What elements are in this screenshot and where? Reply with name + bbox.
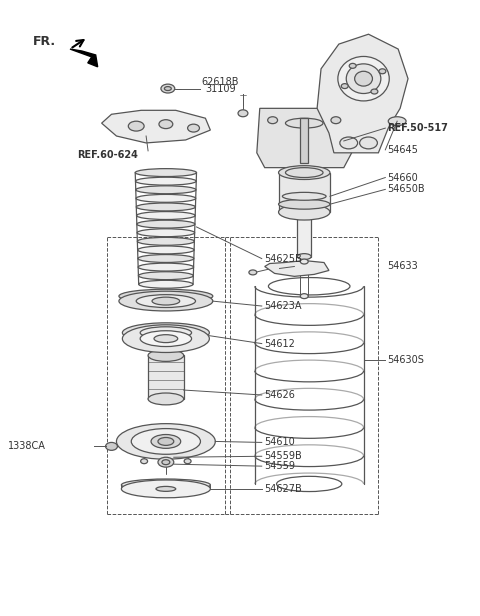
Ellipse shape (136, 186, 196, 193)
Text: 54612: 54612 (264, 339, 295, 349)
Ellipse shape (268, 117, 277, 124)
Ellipse shape (140, 331, 192, 347)
Text: 31109: 31109 (205, 84, 236, 94)
Ellipse shape (188, 124, 200, 132)
Ellipse shape (249, 270, 257, 275)
Ellipse shape (138, 254, 194, 262)
Ellipse shape (286, 168, 323, 177)
Text: REF.50-517: REF.50-517 (387, 123, 448, 133)
Ellipse shape (340, 137, 358, 149)
Ellipse shape (154, 334, 178, 342)
Ellipse shape (360, 137, 377, 149)
Text: 62618B: 62618B (202, 76, 239, 87)
Bar (297, 202, 311, 257)
Ellipse shape (148, 393, 184, 405)
Ellipse shape (278, 205, 330, 220)
Ellipse shape (138, 246, 194, 254)
Ellipse shape (297, 199, 311, 205)
Text: FR.: FR. (33, 34, 56, 47)
Polygon shape (317, 34, 408, 153)
Text: 54650B: 54650B (387, 184, 425, 195)
Ellipse shape (122, 323, 209, 342)
Ellipse shape (286, 118, 323, 128)
Ellipse shape (138, 272, 193, 280)
Text: 54627B: 54627B (264, 484, 301, 494)
Bar (148, 355, 184, 399)
Ellipse shape (278, 199, 330, 209)
Ellipse shape (135, 169, 196, 177)
Ellipse shape (346, 64, 381, 94)
Bar (278, 172, 330, 212)
Ellipse shape (131, 429, 201, 454)
Ellipse shape (117, 424, 216, 460)
Ellipse shape (121, 479, 210, 491)
Text: 54623A: 54623A (264, 301, 301, 311)
Ellipse shape (331, 117, 341, 124)
Ellipse shape (355, 71, 372, 86)
Text: 54610: 54610 (264, 437, 294, 447)
Bar (300, 118, 308, 163)
Ellipse shape (371, 89, 378, 94)
Ellipse shape (282, 192, 326, 200)
Ellipse shape (106, 442, 118, 450)
Ellipse shape (119, 290, 213, 303)
Ellipse shape (161, 84, 175, 93)
Ellipse shape (164, 87, 171, 91)
Polygon shape (102, 110, 210, 143)
Ellipse shape (151, 434, 180, 448)
Ellipse shape (136, 211, 195, 219)
Ellipse shape (162, 460, 170, 464)
Text: 54645: 54645 (387, 145, 418, 155)
Ellipse shape (278, 166, 330, 179)
Ellipse shape (137, 220, 195, 228)
Polygon shape (264, 261, 329, 277)
Ellipse shape (152, 297, 180, 305)
Text: 54559B: 54559B (264, 452, 301, 461)
Ellipse shape (148, 349, 184, 362)
Ellipse shape (136, 203, 195, 211)
Ellipse shape (159, 120, 173, 129)
Ellipse shape (184, 459, 191, 464)
Text: 54633: 54633 (387, 261, 418, 272)
Ellipse shape (138, 263, 193, 271)
Polygon shape (257, 108, 352, 168)
Bar (286, 123, 323, 172)
Ellipse shape (121, 480, 210, 498)
Ellipse shape (137, 237, 194, 245)
Ellipse shape (300, 259, 308, 264)
Ellipse shape (137, 229, 195, 237)
Ellipse shape (128, 121, 144, 131)
Ellipse shape (158, 457, 174, 467)
Ellipse shape (119, 291, 213, 311)
Ellipse shape (158, 437, 174, 445)
Text: REF.60-624: REF.60-624 (77, 150, 138, 160)
Ellipse shape (136, 195, 196, 202)
Text: 1338CA: 1338CA (8, 442, 46, 452)
Text: 54660: 54660 (387, 172, 418, 182)
Ellipse shape (341, 84, 348, 89)
Ellipse shape (349, 63, 356, 68)
Ellipse shape (122, 325, 209, 352)
Ellipse shape (140, 326, 192, 339)
Ellipse shape (139, 280, 193, 288)
Ellipse shape (300, 294, 308, 299)
Ellipse shape (388, 117, 406, 126)
Text: 54625B: 54625B (264, 254, 301, 264)
Ellipse shape (136, 294, 195, 307)
Ellipse shape (156, 487, 176, 492)
Text: 54559: 54559 (264, 461, 295, 471)
Ellipse shape (238, 110, 248, 117)
Text: 54630S: 54630S (387, 355, 424, 365)
Ellipse shape (135, 177, 196, 185)
Ellipse shape (141, 459, 147, 464)
Polygon shape (70, 49, 97, 67)
Ellipse shape (338, 57, 389, 101)
Text: 54626: 54626 (264, 390, 295, 400)
Ellipse shape (297, 254, 311, 259)
Ellipse shape (379, 69, 386, 74)
